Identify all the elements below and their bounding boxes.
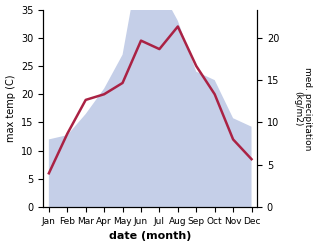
Y-axis label: med. precipitation
(kg/m2): med. precipitation (kg/m2) [293, 67, 313, 150]
X-axis label: date (month): date (month) [109, 231, 191, 242]
Y-axis label: max temp (C): max temp (C) [5, 75, 16, 142]
